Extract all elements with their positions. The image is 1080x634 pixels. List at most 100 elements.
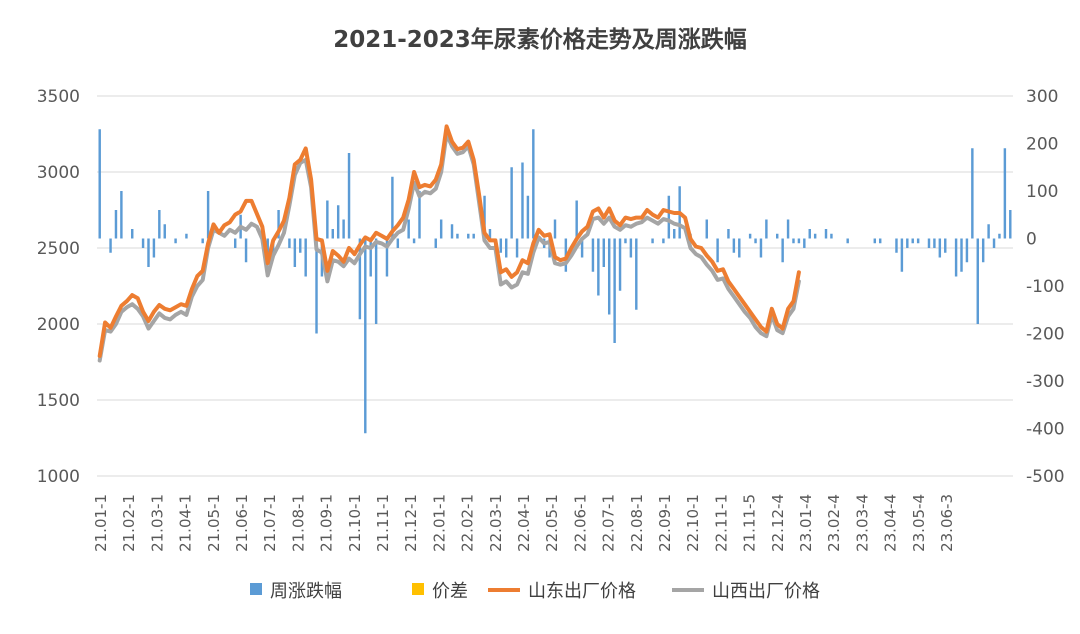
- weekly-change-bar: [158, 210, 161, 239]
- weekly-change-bar: [206, 191, 210, 239]
- weekly-change-bar: [824, 229, 828, 239]
- x-tick-label: 22.03-1: [487, 494, 505, 552]
- weekly-change-bar: [705, 219, 708, 239]
- x-tick-label: 22.04-1: [515, 494, 533, 552]
- legend-label: 山西出厂价格: [712, 581, 820, 602]
- weekly-change-bar: [266, 238, 269, 253]
- y-left-tick-label: 2000: [37, 315, 80, 335]
- weekly-change-bar: [526, 195, 530, 239]
- weekly-change-bar: [933, 238, 936, 248]
- x-tick-label: 23.01-4: [797, 494, 815, 552]
- weekly-change-bar: [748, 233, 752, 239]
- weekly-change-bar: [792, 238, 795, 244]
- weekly-change-bar: [483, 195, 486, 239]
- weekly-change-bar: [673, 229, 676, 239]
- weekly-change-bar: [412, 238, 416, 244]
- y-left-tick-label: 1000: [37, 467, 80, 487]
- legend-label: 山东出厂价格: [528, 581, 636, 602]
- weekly-change-bar: [293, 238, 297, 267]
- weekly-change-bar: [553, 219, 557, 239]
- x-tick-label: 22.07-1: [600, 494, 618, 552]
- weekly-change-bar: [846, 238, 849, 244]
- weekly-change-bar: [873, 238, 877, 244]
- weekly-change-bar: [385, 238, 389, 277]
- weekly-change-bar: [163, 224, 166, 239]
- x-tick-label: 21.06-1: [233, 494, 251, 552]
- weekly-change-bar: [1009, 210, 1012, 239]
- x-tick-label: 23.06-3: [938, 494, 956, 552]
- weekly-change-bar: [364, 238, 367, 434]
- weekly-change-bar: [391, 176, 394, 239]
- weekly-change-bar: [396, 238, 400, 248]
- weekly-change-bar: [1003, 148, 1007, 239]
- legend-label: 周涨跌幅: [270, 581, 342, 602]
- x-tick-label: 21.05-1: [205, 494, 223, 552]
- weekly-change-bar: [629, 238, 633, 258]
- weekly-change-bar: [960, 238, 963, 272]
- y-right-tick-label: 200: [1026, 135, 1058, 155]
- weekly-change-bar: [532, 129, 535, 239]
- x-tick-label: 22.09-1: [656, 494, 674, 552]
- weekly-change-bar: [114, 210, 118, 239]
- weekly-change-bar: [797, 238, 801, 244]
- weekly-change-bar: [244, 238, 248, 263]
- weekly-change-bar: [727, 229, 730, 239]
- weekly-change-bar: [938, 238, 942, 258]
- x-tick-label: 22.10-1: [684, 494, 702, 552]
- weekly-change-bar: [987, 224, 990, 239]
- weekly-change-bar: [342, 219, 345, 239]
- weekly-change-bar: [597, 238, 600, 296]
- weekly-change-bar: [174, 238, 177, 244]
- y-right-tick-label: -500: [1026, 467, 1065, 487]
- weekly-change-bar: [965, 238, 969, 263]
- x-tick-label: 21.04-1: [177, 494, 195, 552]
- weekly-change-bar: [662, 238, 665, 244]
- weekly-change-bar: [326, 200, 329, 239]
- weekly-change-bar: [667, 195, 671, 239]
- weekly-change-bar: [954, 238, 958, 277]
- weekly-change-bar: [754, 238, 757, 244]
- weekly-change-bar: [147, 238, 150, 267]
- weekly-change-bar: [450, 224, 454, 239]
- weekly-change-bar: [418, 191, 421, 239]
- weekly-change-bar: [906, 238, 909, 248]
- x-tick-label: 21.02-1: [120, 494, 138, 552]
- weekly-change-bar: [786, 219, 790, 239]
- x-tick-label: 21.10-1: [346, 494, 364, 552]
- weekly-change-bar: [916, 238, 920, 244]
- weekly-change-bar: [201, 238, 204, 244]
- chart-title: 2021-2023年尿素价格走势及周涨跌幅: [333, 26, 747, 53]
- weekly-change-bar: [635, 238, 638, 310]
- y-right-tick-label: 100: [1026, 182, 1058, 202]
- x-tick-label: 22.12-4: [769, 494, 787, 552]
- weekly-change-bar: [109, 238, 112, 253]
- weekly-change-bar: [813, 233, 817, 239]
- x-tick-label: 23.03-4: [853, 494, 871, 552]
- weekly-change-bar: [120, 191, 123, 239]
- legend-swatch: [412, 583, 424, 595]
- y-right-tick-label: 300: [1026, 87, 1058, 107]
- weekly-change-bar: [607, 238, 611, 315]
- weekly-change-bar: [347, 153, 351, 239]
- y-right-tick-label: -200: [1026, 325, 1065, 345]
- weekly-change-bar: [336, 205, 340, 239]
- x-tick-label: 22.05-1: [543, 494, 561, 552]
- weekly-change-bar: [618, 238, 622, 291]
- y-right-tick-label: -300: [1026, 372, 1065, 392]
- y-left-tick-label: 1500: [37, 391, 80, 411]
- legend: 周涨跌幅 价差 山东出厂价格 山西出厂价格: [250, 581, 820, 602]
- x-tick-label: 21.07-1: [261, 494, 279, 552]
- weekly-change-bars: [98, 129, 1012, 434]
- x-tick-label: 22.06-1: [571, 494, 589, 552]
- weekly-change-bar: [331, 229, 334, 239]
- weekly-change-bar: [369, 238, 372, 277]
- weekly-change-bar: [911, 238, 914, 244]
- x-tick-label: 22.11-1: [712, 494, 730, 552]
- weekly-change-bar: [521, 162, 524, 239]
- weekly-change-bar: [299, 238, 302, 253]
- series-line: [97, 124, 801, 358]
- x-tick-label: 21.11-1: [374, 494, 392, 552]
- x-tick-label: 22.01-1: [430, 494, 448, 552]
- weekly-change-bar: [944, 238, 947, 253]
